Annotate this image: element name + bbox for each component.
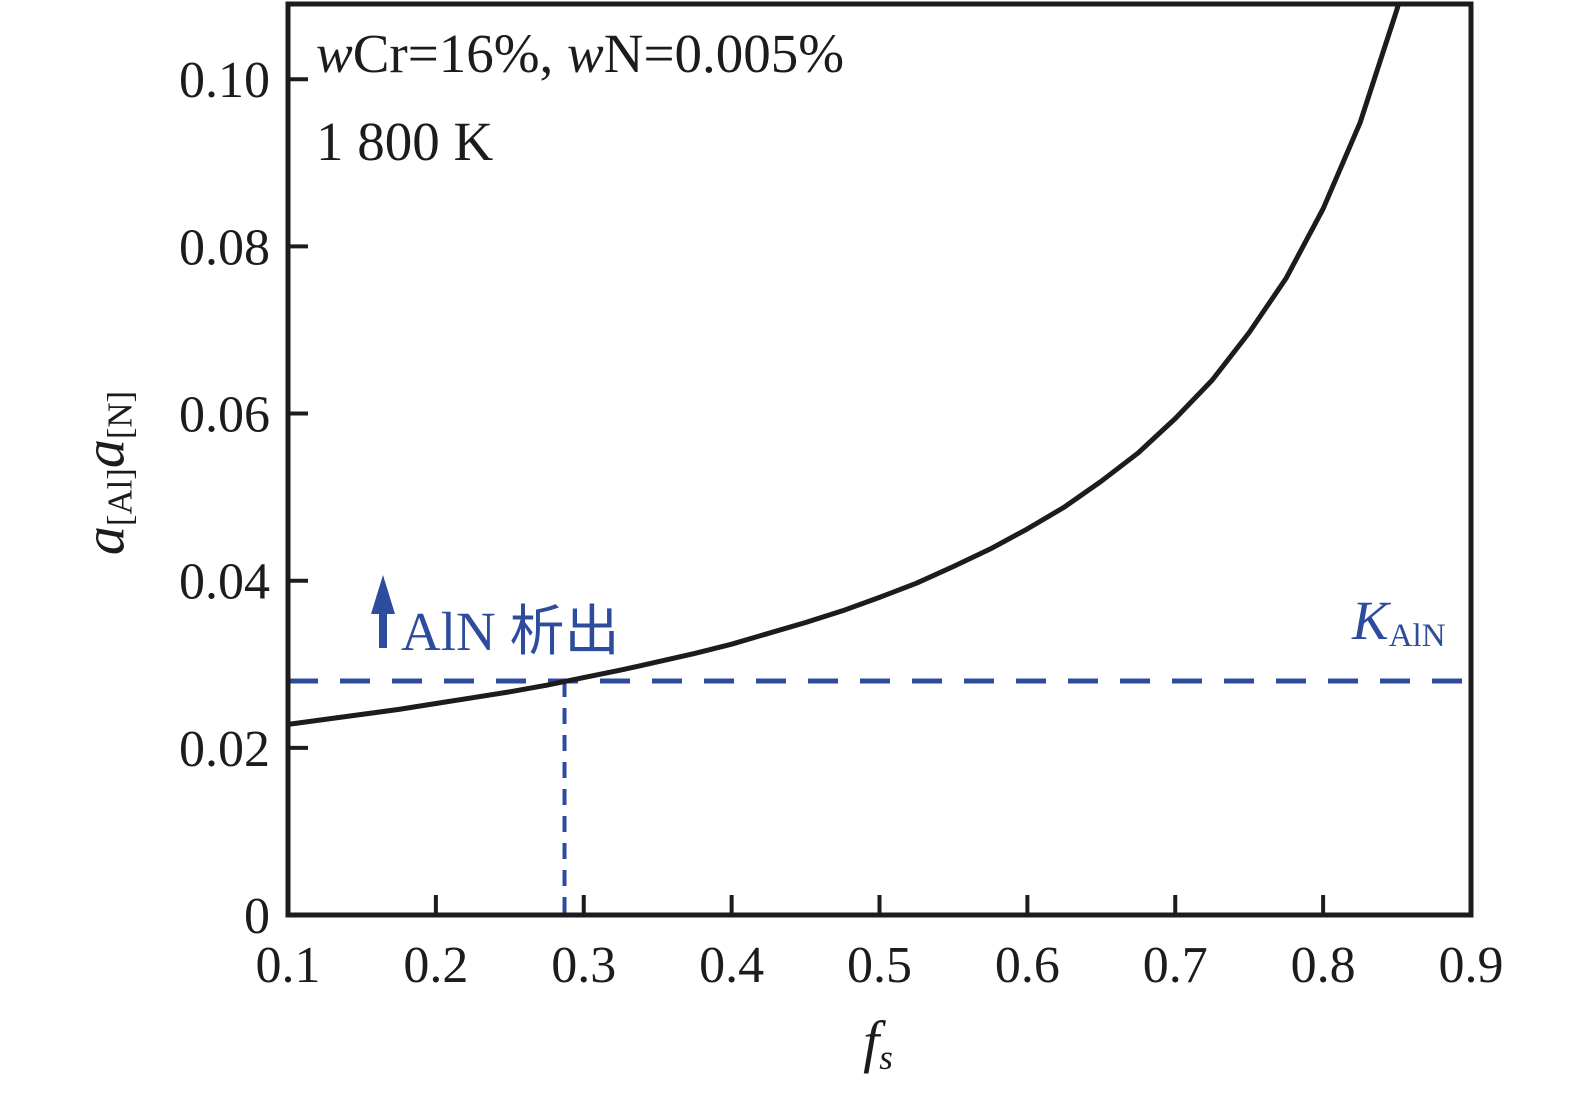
y-tick-label: 0.06 <box>179 387 270 444</box>
n-subscript: [N] <box>100 390 140 440</box>
y-tick-label: 0 <box>244 888 270 945</box>
aln-subscript: AlN <box>1388 618 1446 655</box>
a-symbol: a <box>71 439 137 469</box>
conditions-line-1: wCr=16%, wN=0.005% <box>316 10 844 98</box>
cr-content: Cr=16%, <box>352 23 568 84</box>
al-subscript: [Al] <box>100 468 140 527</box>
x-tick-label: 0.1 <box>256 937 321 994</box>
x-tick-label: 0.6 <box>995 937 1060 994</box>
a-symbol: a <box>71 526 137 556</box>
plot-border <box>285 1 1474 918</box>
x-axis-label: fs <box>863 1008 893 1077</box>
y-axis-label: a[Al]a[N] <box>71 390 140 556</box>
w-symbol: w <box>316 23 353 84</box>
k-symbol: K <box>1352 590 1389 651</box>
x-tick-label: 0.9 <box>1439 937 1504 994</box>
series-curve <box>288 2 1402 727</box>
x-tick-label: 0.5 <box>847 937 912 994</box>
x-tick-label: 0.2 <box>403 937 468 994</box>
x-axis-ticks <box>286 895 1473 915</box>
s-subscript: s <box>879 1037 893 1077</box>
x-tick-label: 0.3 <box>551 937 616 994</box>
arrow-up-icon <box>371 575 395 648</box>
x-axis-tick-labels: 0.1 0.2 0.3 0.4 0.5 0.6 0.7 0.8 0.9 <box>256 937 1504 994</box>
conditions-annotation: wCr=16%, wN=0.005% 1 800 K <box>316 10 844 186</box>
x-tick-label: 0.8 <box>1291 937 1356 994</box>
temperature-label: 1 800 K <box>316 111 494 172</box>
y-axis-tick-labels: 0 0.02 0.04 0.06 0.08 0.10 <box>179 52 270 945</box>
x-tick-label: 0.7 <box>1143 937 1208 994</box>
w-symbol: w <box>567 23 604 84</box>
y-axis-ticks <box>288 77 308 917</box>
y-tick-label: 0.08 <box>179 219 270 276</box>
x-tick-label: 0.4 <box>699 937 764 994</box>
n-content: N=0.005% <box>603 23 845 84</box>
y-tick-label: 0.04 <box>179 554 270 611</box>
equilibrium-constant-label: KAlN <box>1352 589 1446 655</box>
y-tick-label: 0.10 <box>179 52 270 109</box>
y-tick-label: 0.02 <box>179 721 270 778</box>
precipitation-annotation: AlN 析出 <box>401 601 620 662</box>
f-symbol: f <box>863 1009 880 1074</box>
